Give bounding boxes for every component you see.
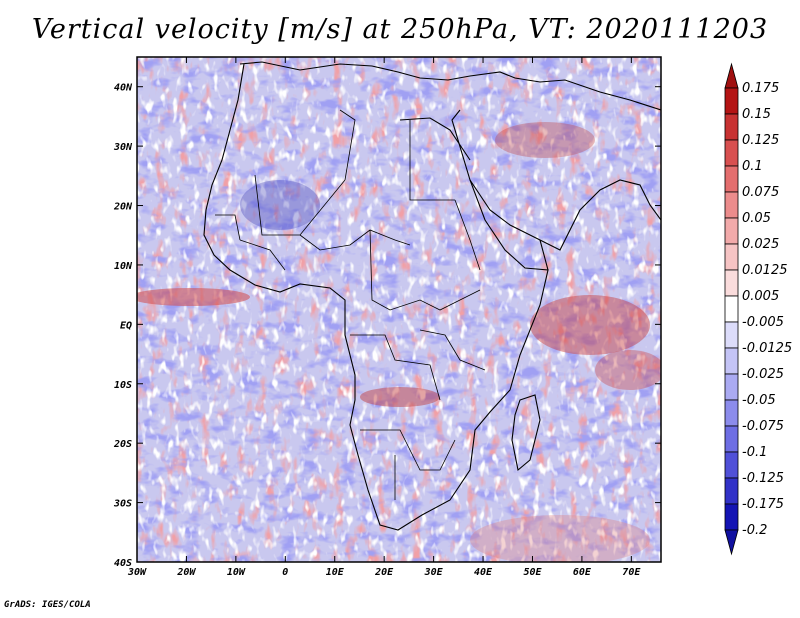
colorbar-swatch — [724, 425, 739, 453]
colorbar-swatch — [724, 269, 739, 297]
velocity-field — [137, 57, 661, 562]
colorbar-bottom-arrow — [724, 529, 739, 556]
colorbar-label: -0.125 — [742, 471, 784, 486]
lon-label: 10E — [326, 567, 345, 578]
colorbar-swatch — [724, 87, 739, 115]
longitude-axis: 30W 20W 10W 0 10E 20E 30E 40E 50E 60E 70E — [127, 57, 641, 578]
lon-label: 30E — [424, 567, 444, 578]
lon-label: 50E — [523, 567, 542, 578]
colorbar-swatch — [724, 295, 739, 323]
colorbar-swatch — [724, 139, 739, 167]
lon-label: 70E — [622, 567, 641, 578]
lon-label: 60E — [573, 567, 592, 578]
colorbar-swatch — [724, 347, 739, 375]
colorbar-label: 0.0125 — [742, 263, 788, 278]
lat-label: 20N — [113, 202, 133, 213]
colorbar-swatch — [724, 503, 739, 531]
colorbar-swatch — [724, 451, 739, 479]
lon-label: 20W — [176, 567, 196, 578]
lat-label: 20S — [113, 439, 132, 450]
lon-label: 10W — [227, 567, 246, 578]
lat-label: 40S — [114, 558, 132, 569]
colorbar-label: 0.1 — [742, 159, 763, 174]
lon-label: 0 — [282, 567, 288, 578]
lat-label: 40N — [114, 83, 133, 94]
colorbar-swatch — [724, 113, 739, 141]
colorbar-swatch — [724, 399, 739, 427]
colorbar-label: -0.175 — [742, 497, 784, 512]
colorbar-label: -0.075 — [742, 419, 784, 434]
colorbar-top-arrow — [724, 62, 739, 89]
colorbar-swatch — [724, 165, 739, 193]
colorbar-label: -0.005 — [742, 315, 784, 330]
colorbar: 0.175 0.15 0.125 0.1 0.075 0.05 0.025 0.0125 0.0… — [724, 62, 792, 556]
colorbar-label: -0.0125 — [742, 341, 792, 356]
lon-label: 20E — [374, 567, 394, 578]
colorbar-label: -0.2 — [742, 523, 767, 538]
credit-label: GrADS: IGES/COLA — [4, 600, 91, 610]
map-title: Vertical velocity [m/s] at 250hPa, VT: 2… — [31, 14, 769, 45]
lon-label: 40E — [474, 567, 493, 578]
lat-label: 10N — [114, 261, 133, 272]
lon-label: 30W — [127, 567, 147, 578]
lat-label: 10S — [114, 380, 132, 391]
colorbar-swatch — [724, 191, 739, 219]
lat-label: 30N — [113, 142, 133, 153]
colorbar-swatch — [724, 373, 739, 401]
colorbar-label: 0.05 — [742, 211, 771, 226]
colorbar-label: 0.15 — [742, 107, 771, 122]
colorbar-label: 0.125 — [742, 133, 779, 148]
colorbar-swatch — [724, 243, 739, 271]
colorbar-label: 0.175 — [742, 81, 779, 96]
colorbar-label: -0.1 — [742, 445, 767, 460]
colorbar-label: 0.025 — [742, 237, 779, 252]
colorbar-swatch — [724, 217, 739, 245]
colorbar-label: 0.075 — [742, 185, 779, 200]
country-borders — [215, 109, 486, 500]
colorbar-swatch — [724, 477, 739, 505]
latitude-axis: 40N 30N 20N 10N EQ 10S 20S 30S 40S — [113, 83, 661, 569]
plot-frame — [136, 56, 662, 563]
lat-label: 30S — [113, 499, 132, 510]
colorbar-label: -0.025 — [742, 367, 784, 382]
colorbar-swatch — [724, 321, 739, 349]
lat-label: EQ — [120, 320, 132, 331]
colorbar-label: -0.05 — [742, 393, 776, 408]
colorbar-label: 0.005 — [742, 289, 779, 304]
coastlines — [203, 61, 661, 531]
